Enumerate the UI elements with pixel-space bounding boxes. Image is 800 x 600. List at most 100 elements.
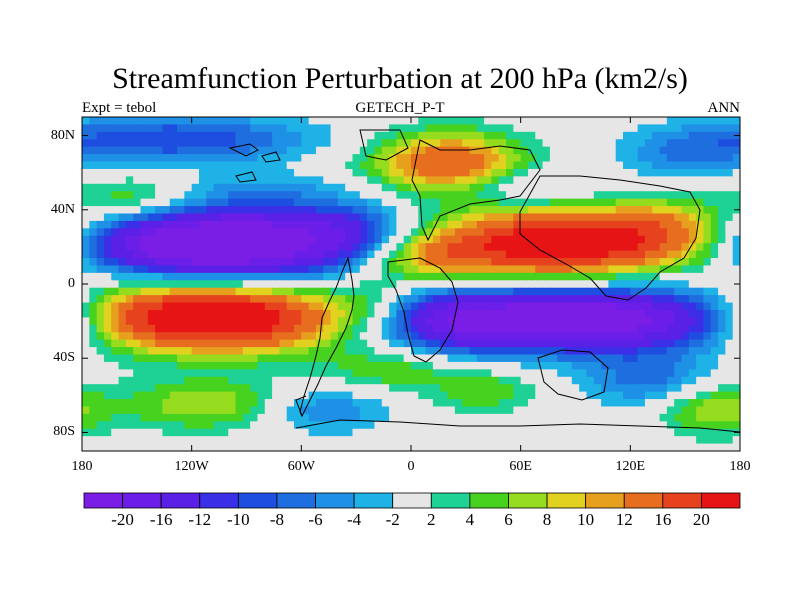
- field-cell: [652, 265, 661, 274]
- field-cell: [103, 421, 112, 430]
- field-cell: [272, 317, 280, 326]
- field-cell: [623, 117, 631, 126]
- field-cell: [469, 235, 478, 244]
- field-cell: [286, 361, 295, 370]
- field-cell: [469, 117, 478, 126]
- field-cell: [725, 413, 734, 422]
- field-cell: [257, 154, 266, 163]
- field-cell: [184, 183, 193, 192]
- field-cell: [476, 146, 485, 155]
- field-cell: [198, 198, 207, 207]
- field-cell: [696, 399, 705, 408]
- field-cell: [367, 361, 376, 370]
- field-cell: [542, 324, 551, 333]
- field-cell: [527, 369, 536, 378]
- field-cell: [155, 443, 164, 451]
- field-cell: [118, 206, 127, 215]
- field-cell: [674, 428, 683, 437]
- field-cell: [389, 428, 397, 437]
- field-cell: [564, 295, 573, 304]
- field-cell: [198, 295, 207, 304]
- field-cell: [462, 154, 471, 163]
- field-cell: [89, 250, 98, 259]
- field-cell: [630, 243, 639, 252]
- field-cell: [359, 191, 368, 200]
- field-cell: [725, 235, 734, 244]
- field-cell: [447, 391, 456, 400]
- field-cell: [169, 443, 178, 451]
- field-cell: [111, 436, 120, 445]
- field-cell: [118, 272, 127, 281]
- field-cell: [389, 228, 397, 237]
- field-cell: [454, 361, 463, 370]
- field-cell: [264, 280, 273, 289]
- field-cell: [535, 213, 544, 222]
- field-cell: [140, 361, 149, 370]
- field-cell: [696, 198, 705, 207]
- field-cell: [447, 280, 456, 289]
- field-cell: [652, 413, 661, 422]
- field-cell: [696, 384, 705, 393]
- field-cell: [82, 406, 90, 415]
- field-cell: [732, 309, 740, 318]
- field-cell: [601, 287, 609, 296]
- field-cell: [294, 443, 302, 451]
- field-cell: [155, 287, 164, 296]
- field-cell: [337, 384, 346, 393]
- field-cell: [718, 339, 726, 348]
- field-cell: [696, 117, 705, 126]
- field-cell: [630, 161, 639, 170]
- field-cell: [674, 161, 683, 170]
- field-cell: [476, 443, 485, 451]
- field-cell: [513, 168, 522, 177]
- field-cell: [498, 191, 507, 200]
- field-cell: [703, 124, 712, 133]
- y-tick-label: 40N: [50, 201, 75, 217]
- field-cell: [367, 339, 376, 348]
- field-cell: [710, 213, 719, 222]
- field-cell: [681, 198, 690, 207]
- field-cell: [330, 228, 339, 237]
- field-cell: [250, 131, 259, 140]
- field-cell: [82, 376, 90, 385]
- field-cell: [403, 399, 412, 408]
- field-cell: [688, 250, 697, 259]
- field-cell: [367, 139, 376, 148]
- field-cell: [513, 295, 522, 304]
- field-cell: [535, 206, 544, 215]
- field-cell: [688, 384, 697, 393]
- field-cell: [111, 131, 120, 140]
- field-cell: [535, 280, 544, 289]
- colorbar-label: -20: [111, 510, 134, 529]
- field-cell: [666, 235, 675, 244]
- field-cell: [177, 428, 185, 437]
- field-cell: [315, 228, 324, 237]
- field-cell: [403, 347, 412, 356]
- field-cell: [264, 287, 273, 296]
- field-cell: [118, 243, 127, 252]
- field-cell: [352, 369, 361, 378]
- field-cell: [637, 176, 646, 185]
- field-cell: [279, 376, 288, 385]
- field-cell: [564, 369, 573, 378]
- field-cell: [250, 161, 259, 170]
- field-cell: [681, 302, 690, 311]
- field-cell: [381, 280, 390, 289]
- field-cell: [513, 339, 522, 348]
- field-cell: [476, 154, 485, 163]
- field-cell: [279, 324, 288, 333]
- field-cell: [228, 428, 237, 437]
- field-cell: [147, 117, 156, 126]
- field-cell: [169, 436, 178, 445]
- field-cell: [608, 436, 617, 445]
- field-cell: [242, 391, 251, 400]
- field-cell: [359, 384, 368, 393]
- field-cell: [586, 339, 595, 348]
- field-cell: [103, 361, 112, 370]
- field-cell: [506, 399, 514, 408]
- field-cell: [447, 146, 456, 155]
- field-cell: [630, 191, 639, 200]
- field-cell: [579, 272, 588, 281]
- field-cell: [155, 258, 164, 267]
- field-cell: [337, 443, 346, 451]
